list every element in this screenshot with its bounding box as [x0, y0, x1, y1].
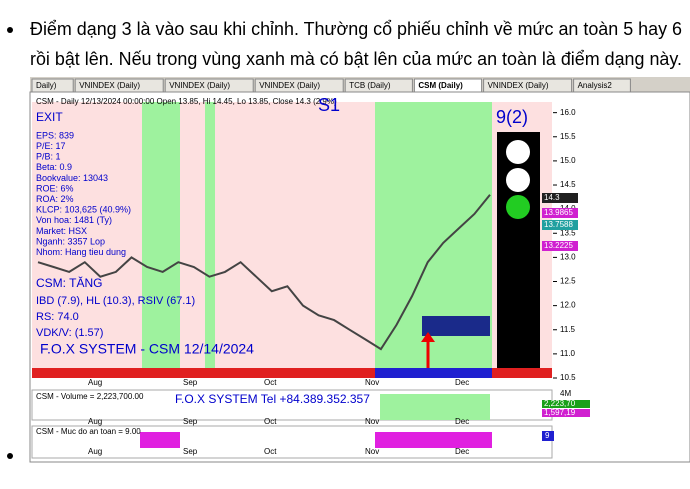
y-tick-label: 10.5	[560, 373, 576, 382]
paragraph-line: Điểm dạng 3 là vào sau khi chỉnh. Thường…	[30, 19, 682, 39]
ratings: IBD (7.9), HL (10.3), RSIV (67.1)	[36, 295, 195, 307]
y-tick-label: 12.0	[560, 301, 576, 310]
rs: RS: 74.0	[36, 311, 79, 323]
arrow-head	[421, 332, 435, 342]
price-tag	[542, 193, 578, 203]
y-tick-label: 16.0	[560, 108, 576, 117]
signal-label: 9(2)	[496, 107, 528, 127]
info-line: ROE: 6%	[36, 183, 74, 193]
volume-scale: 4M	[560, 389, 571, 398]
tab[interactable]	[573, 78, 631, 93]
info-line: Bookvalue: 13043	[36, 173, 108, 183]
bullet	[7, 27, 13, 33]
tab[interactable]	[254, 78, 344, 93]
tab-label: Daily)	[36, 81, 57, 90]
price-label: 14.3	[544, 193, 560, 202]
status: CSM: TĂNG	[36, 275, 102, 290]
price-label: 13.2225	[544, 241, 573, 250]
tab[interactable]	[413, 78, 483, 93]
price-label: 13.7588	[544, 220, 573, 229]
signal-strip	[375, 368, 492, 378]
price-tag	[542, 208, 578, 218]
month-label: Sep	[183, 447, 198, 456]
y-tick-label: 11.5	[560, 325, 576, 334]
info-line: Market: HSX	[36, 226, 87, 236]
chart-header: CSM - Daily 12/13/2024 00:00:00 Open 13.…	[36, 97, 337, 106]
tab-label: CSM (Daily)	[418, 81, 463, 90]
info-line: P/E: 17	[36, 141, 66, 151]
volume-label: 2,223,70	[544, 399, 576, 408]
info-line: P/B: 1	[36, 152, 61, 162]
month-label: Dec	[455, 447, 469, 456]
light	[506, 195, 530, 219]
y-tick-label: 14.5	[560, 180, 576, 189]
light	[506, 140, 530, 164]
bullet	[7, 453, 13, 459]
y-tick-label: 15.5	[560, 132, 576, 141]
vdk: VDK/V: (1.57)	[36, 327, 103, 339]
month-label: Nov	[365, 417, 379, 426]
month-label: Sep	[183, 378, 198, 387]
band	[375, 432, 492, 448]
info-line: Nganh: 3357 Lop	[36, 236, 105, 246]
box	[422, 316, 490, 336]
zone-label: S1	[318, 95, 340, 115]
tag	[542, 400, 590, 408]
tab[interactable]	[31, 78, 74, 93]
info-line: Von hoa: 1481 (Ty)	[36, 215, 112, 225]
month-label: Aug	[88, 417, 102, 426]
month-label: Aug	[88, 447, 102, 456]
price-label: 13.9865	[544, 208, 573, 217]
info-line: Beta: 0.9	[36, 162, 72, 172]
month-label: Oct	[264, 378, 277, 387]
info-line: EPS: 839	[36, 130, 74, 140]
month-label: Nov	[365, 378, 379, 387]
y-tick-label: 13.5	[560, 228, 576, 237]
watermark: F.O.X SYSTEM - CSM 12/14/2024	[40, 341, 254, 357]
light	[506, 168, 530, 192]
month-label: Nov	[365, 447, 379, 456]
tab-label: VNINDEX (Daily)	[259, 81, 320, 90]
tab[interactable]	[74, 78, 164, 93]
y-tick-label: 11.0	[560, 349, 576, 358]
tab[interactable]	[483, 78, 573, 93]
info-line: ROA: 2%	[36, 194, 74, 204]
tel: F.O.X SYSTEM Tel +84.389.352.357	[175, 392, 370, 406]
y-tick-label: 12.5	[560, 277, 576, 286]
indicator-value: 9	[545, 431, 550, 440]
exit-label: EXIT	[36, 110, 63, 124]
tab-label: TCB (Daily)	[349, 81, 391, 90]
tab[interactable]	[164, 78, 254, 93]
month-label: Oct	[264, 447, 277, 456]
month-label: Aug	[88, 378, 102, 387]
month-label: Dec	[455, 417, 469, 426]
info-line: KLCP: 103,625 (40.9%)	[36, 205, 131, 215]
volume-label: 1,597,19	[544, 408, 576, 417]
tab-label: Analysis2	[578, 81, 613, 90]
tab-label: VNINDEX (Daily)	[79, 81, 140, 90]
price-tag	[542, 241, 578, 251]
green-zone	[205, 102, 215, 368]
signal-strip	[32, 368, 552, 378]
tab-label: VNINDEX (Daily)	[169, 81, 230, 90]
tab[interactable]	[344, 78, 413, 93]
month-label: Oct	[264, 417, 277, 426]
price-line	[37, 194, 491, 351]
month-label: Dec	[455, 378, 469, 387]
y-tick-label: 15.0	[560, 156, 576, 165]
tag	[542, 431, 554, 441]
band	[140, 432, 180, 448]
green-zone	[142, 102, 180, 368]
paragraph-line: rồi bật lên. Nếu trong vùng xanh mà có b…	[30, 49, 682, 69]
tag	[542, 409, 590, 417]
indicator-header: CSM - Muc do an toan = 9.00	[36, 427, 141, 436]
price-tag	[542, 220, 578, 230]
green-zone	[380, 394, 490, 420]
info-line: Nhom: Hang tieu dung	[36, 247, 126, 257]
y-tick-label: 13.0	[560, 252, 576, 261]
tab-label: VNINDEX (Daily)	[488, 81, 549, 90]
month-label: Sep	[183, 417, 198, 426]
volume-header: CSM - Volume = 2,223,700.00	[36, 392, 144, 401]
